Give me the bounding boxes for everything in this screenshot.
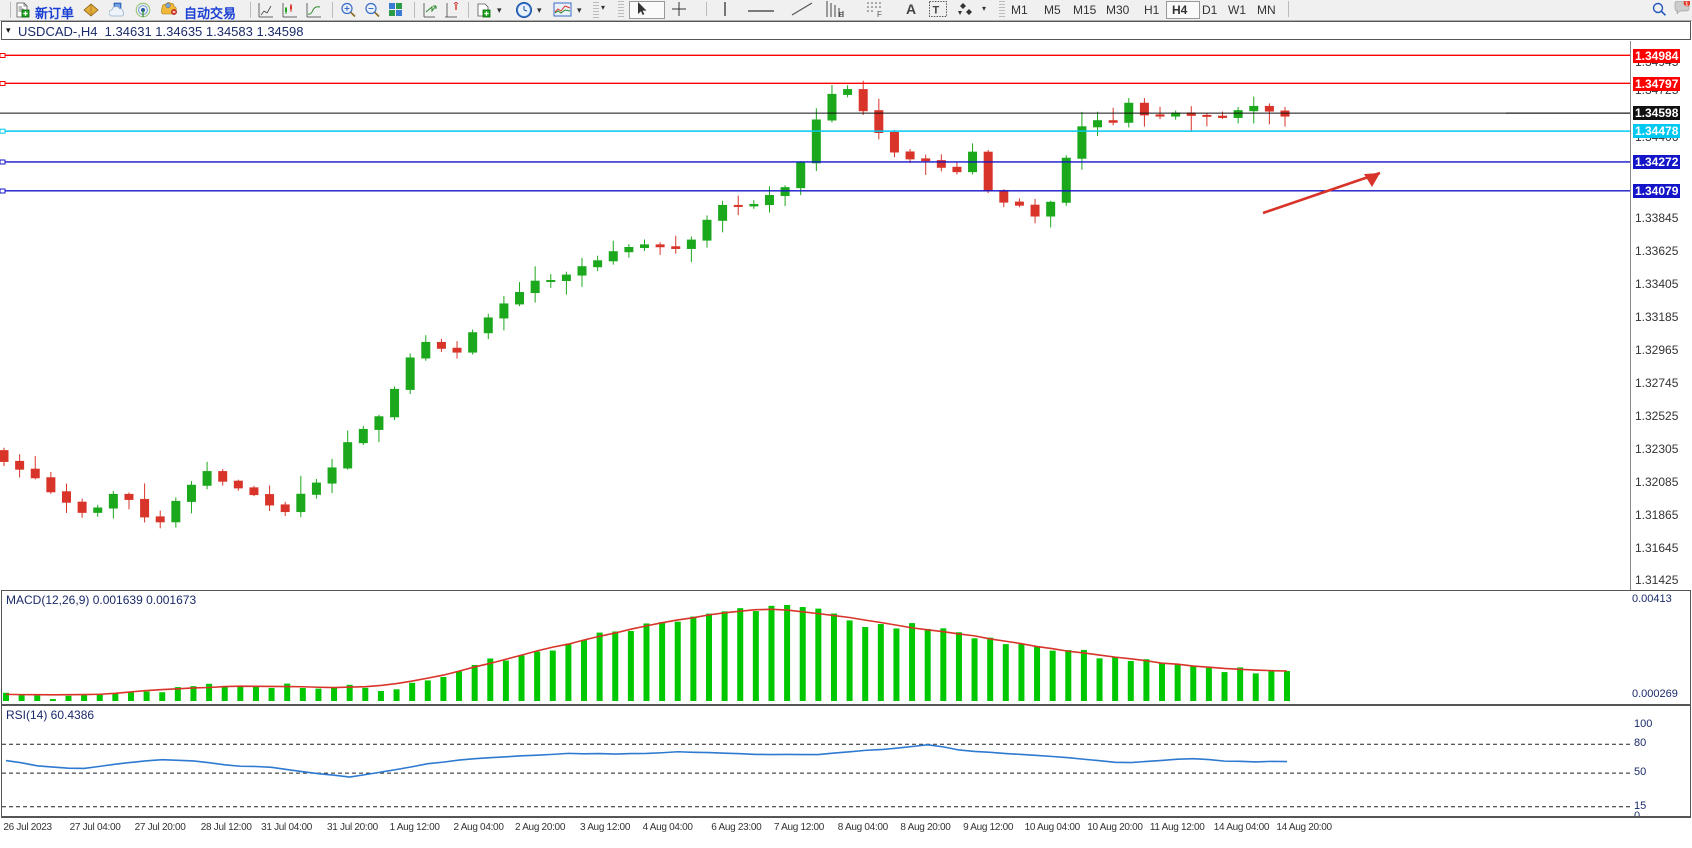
svg-text:F: F [877,10,882,17]
svg-text:E: E [839,12,844,17]
svg-text:T: T [933,5,940,17]
svg-text:1: 1 [1685,1,1688,7]
